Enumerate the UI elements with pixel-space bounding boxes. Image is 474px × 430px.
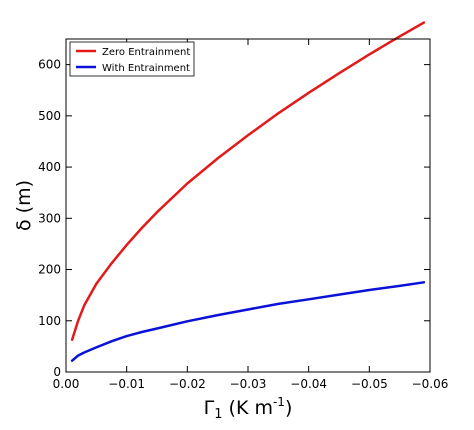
y-tick-label: 300 <box>38 211 61 225</box>
plot-frame <box>65 38 431 373</box>
y-tick-label: 500 <box>38 109 61 123</box>
x-tick-label: 0.00 <box>53 377 80 391</box>
series-line-zero-entrainment <box>70 21 426 341</box>
x-tick-label: −0.05 <box>351 377 388 391</box>
x-axis-symbol: Γ <box>204 397 215 419</box>
x-tick-label: −0.03 <box>230 377 267 391</box>
x-axis-unit-close: ) <box>285 397 292 419</box>
x-axis-title: Γ1 (K m-1) <box>204 395 293 422</box>
x-tick-label: −0.01 <box>108 377 145 391</box>
y-tick-label: 600 <box>38 58 61 72</box>
plot-lines <box>70 21 426 362</box>
x-axis-unit-open: (K m <box>223 397 273 419</box>
x-axis-unit-superscript: -1 <box>273 395 285 409</box>
x-axis-subscript: 1 <box>214 407 222 422</box>
legend-label-zero-entrainment: Zero Entrainment <box>102 47 190 58</box>
x-tick-label: −0.06 <box>412 377 449 391</box>
ticks: 0.00 −0.01 −0.02 −0.03 −0.04 −0.05 −0.06 0 100 20… <box>38 39 448 391</box>
legend-box <box>69 41 195 77</box>
y-tick-label: 200 <box>38 263 61 277</box>
x-tick-label: −0.04 <box>290 377 327 391</box>
y-tick-label: 0 <box>53 365 61 379</box>
legend-label-with-entrainment: With Entrainment <box>102 63 190 74</box>
series-line-with-entrainment <box>70 281 426 362</box>
legend: Zero Entrainment With Entrainment <box>69 41 195 77</box>
y-tick-label: 100 <box>38 314 61 328</box>
y-tick-label: 400 <box>38 160 61 174</box>
x-tick-label: −0.02 <box>169 377 206 391</box>
y-axis-title: δ (m) <box>13 180 35 231</box>
